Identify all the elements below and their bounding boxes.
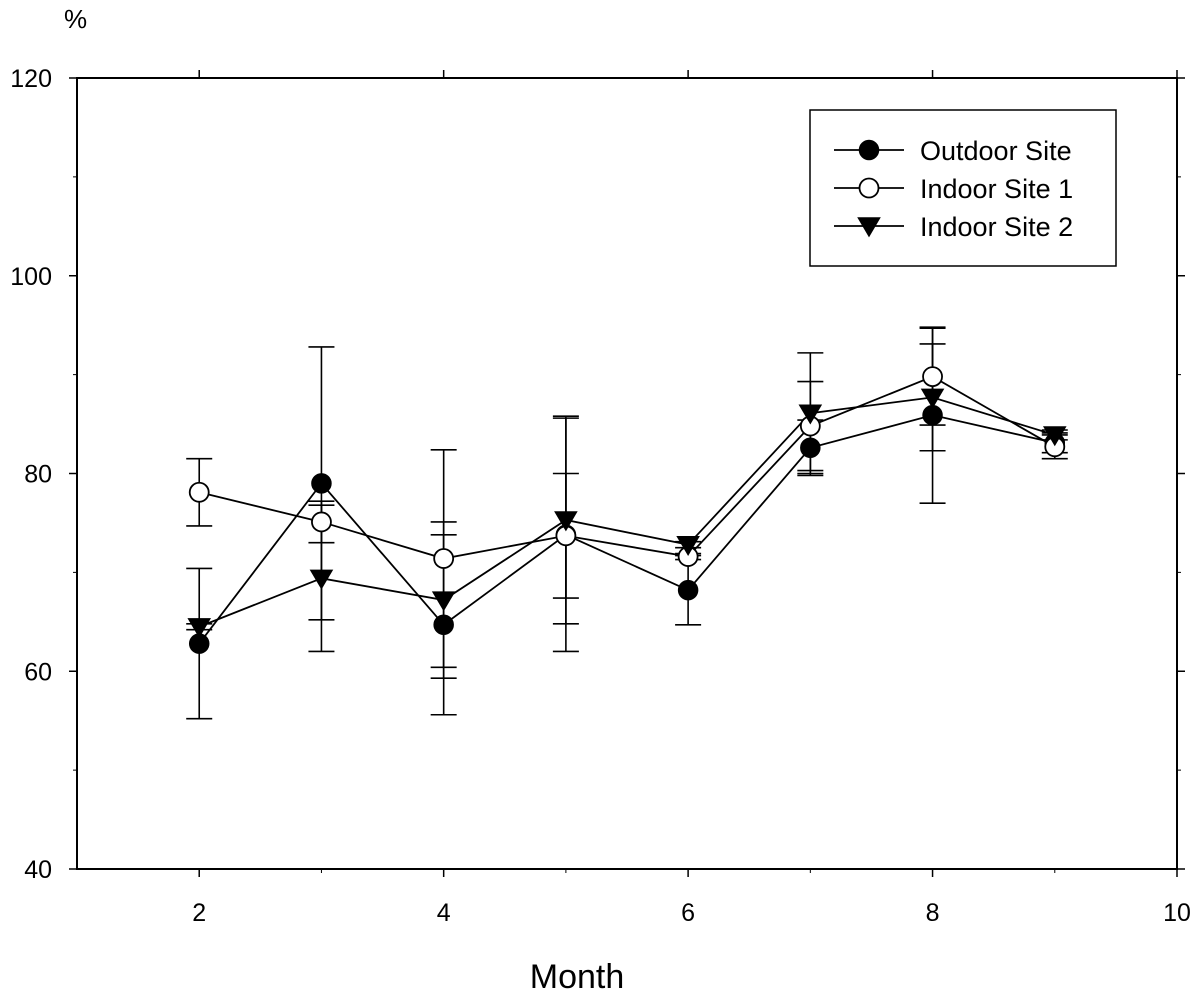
series-group	[186, 326, 1068, 720]
data-point	[676, 535, 700, 557]
legend-swatch-marker	[858, 177, 880, 199]
series-line	[199, 375, 1056, 560]
legend-item: Indoor Site 2	[834, 212, 1073, 242]
y-axis-unit-label: %	[64, 4, 87, 34]
data-point	[311, 473, 332, 494]
y-tick-label: 60	[24, 658, 52, 686]
data-point	[920, 388, 945, 409]
x-axis-title: Month	[530, 958, 625, 996]
y-tick-label: 80	[24, 461, 52, 489]
data-point	[433, 548, 455, 569]
series-2-markers	[188, 366, 1066, 569]
x-tick-label: 6	[681, 899, 695, 927]
data-point	[433, 614, 454, 636]
legend-swatch-marker	[858, 139, 880, 161]
x-tick-label: 10	[1163, 899, 1191, 927]
data-point	[188, 481, 210, 503]
y-tick-label: 120	[10, 65, 52, 93]
data-point	[800, 437, 821, 459]
data-point	[554, 511, 578, 532]
legend-label: Indoor Site 2	[920, 212, 1073, 242]
legend-label: Outdoor Site	[920, 136, 1072, 166]
legend-item: Outdoor Site	[834, 136, 1072, 166]
legend-swatch-marker	[857, 217, 881, 238]
y-tick-label: 40	[24, 856, 52, 884]
x-tick-label: 4	[437, 899, 451, 927]
y-tick-label: 100	[10, 263, 52, 291]
data-point	[309, 569, 334, 590]
axis-ticks	[69, 70, 1185, 877]
data-point	[922, 366, 943, 388]
data-point	[1042, 426, 1067, 447]
data-point	[798, 404, 823, 425]
x-tick-label: 8	[926, 899, 940, 927]
x-tick-label: 2	[192, 899, 206, 927]
data-point	[431, 591, 456, 612]
legend: Outdoor Site Indoor Site 1 Indoor Site 2	[809, 109, 1117, 267]
series-line	[198, 414, 1055, 645]
legend-item: Indoor Site 1	[834, 174, 1073, 204]
legend-label: Indoor Site 1	[920, 174, 1073, 204]
axis-labels: 2 4 6 8 10 40 60 80 100 120 Month%	[10, 4, 1191, 996]
data-point	[677, 579, 699, 601]
data-point	[311, 511, 332, 533]
data-point	[187, 618, 212, 639]
series-3-markers	[187, 388, 1067, 639]
series-line	[198, 396, 1056, 628]
